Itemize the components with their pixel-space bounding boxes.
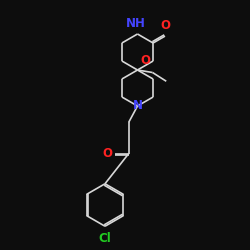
Text: N: N: [132, 100, 142, 112]
Text: Cl: Cl: [98, 232, 112, 245]
Text: O: O: [102, 147, 112, 160]
Text: O: O: [140, 54, 150, 68]
Text: NH: NH: [126, 17, 146, 30]
Text: O: O: [160, 20, 170, 32]
